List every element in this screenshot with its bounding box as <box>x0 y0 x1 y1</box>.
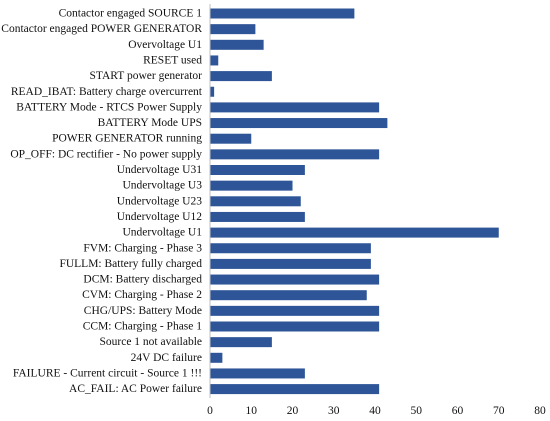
bar <box>210 211 305 222</box>
category-label: POWER GENERATOR running <box>52 133 202 145</box>
bar <box>210 24 256 35</box>
x-tick-label: 50 <box>411 405 423 417</box>
bar <box>210 118 388 129</box>
category-label: CVM: Charging - Phase 2 <box>82 289 202 301</box>
bar <box>210 227 499 238</box>
category-label: BATTERY Mode UPS <box>98 117 202 129</box>
bar <box>210 274 380 285</box>
category-label: Undervoltage U23 <box>117 195 203 207</box>
x-tick-label: 40 <box>369 405 381 417</box>
category-label: 24V DC failure <box>131 352 202 364</box>
x-tick-label: 10 <box>246 405 258 417</box>
category-labels: Contactor engaged SOURCE 1 Contactor enga… <box>1 8 203 396</box>
bars <box>210 8 499 395</box>
category-label: Undervoltage U1 <box>122 227 202 239</box>
bar <box>210 243 371 254</box>
x-tick-label: 70 <box>493 405 505 417</box>
bar <box>210 321 380 332</box>
category-label: FULLM: Battery fully charged <box>59 258 202 270</box>
bar <box>210 384 380 395</box>
category-label: FVM: Charging - Phase 3 <box>83 242 202 254</box>
bar <box>210 102 380 113</box>
bar <box>210 165 305 175</box>
category-label: Undervoltage U31 <box>117 164 203 176</box>
category-label: OP_OFF: DC rectifier - No power supply <box>10 148 202 160</box>
category-label: Contactor engaged SOURCE 1 <box>59 8 203 20</box>
bar <box>210 305 380 316</box>
bar <box>210 71 272 82</box>
x-tick-label: 80 <box>534 405 546 417</box>
bar <box>210 352 223 363</box>
x-axis-ticks: 0 10 20 30 40 50 60 70 80 <box>207 405 546 417</box>
category-label: BATTERY Mode - RTCS Power Supply <box>16 101 202 113</box>
category-label: START power generator <box>89 70 202 82</box>
category-label: FAILURE - Current circuit - Source 1 !!! <box>13 367 202 379</box>
bar <box>210 258 371 269</box>
category-label: Undervoltage U3 <box>122 180 202 192</box>
category-label: AC_FAIL: AC Power failure <box>69 383 202 395</box>
category-label: Overvoltage U1 <box>128 39 202 51</box>
x-tick-label: 20 <box>287 405 299 417</box>
bar <box>210 337 272 348</box>
bar <box>210 149 380 160</box>
x-tick-label: 30 <box>328 405 340 417</box>
category-label: Contactor engaged POWER GENERATOR <box>1 23 202 35</box>
category-label: DCM: Battery discharged <box>83 274 202 286</box>
bar <box>210 180 293 191</box>
bar <box>210 8 355 19</box>
bar <box>210 368 305 379</box>
bar <box>210 39 264 50</box>
category-label: Source 1 not available <box>99 336 202 348</box>
category-label: RESET used <box>143 54 202 66</box>
bar <box>210 196 301 207</box>
bar <box>210 133 252 144</box>
x-tick-label: 60 <box>452 405 464 417</box>
x-tick-label: 0 <box>207 405 213 417</box>
category-label: READ_IBAT: Battery charge overcurrent <box>11 86 203 98</box>
category-label: Undervoltage U12 <box>117 211 203 223</box>
bar <box>210 55 219 66</box>
category-label: CCM: Charging - Phase 1 <box>83 321 203 333</box>
bar <box>210 290 367 301</box>
category-label: CHG/UPS: Battery Mode <box>84 305 202 317</box>
bar <box>210 86 215 97</box>
